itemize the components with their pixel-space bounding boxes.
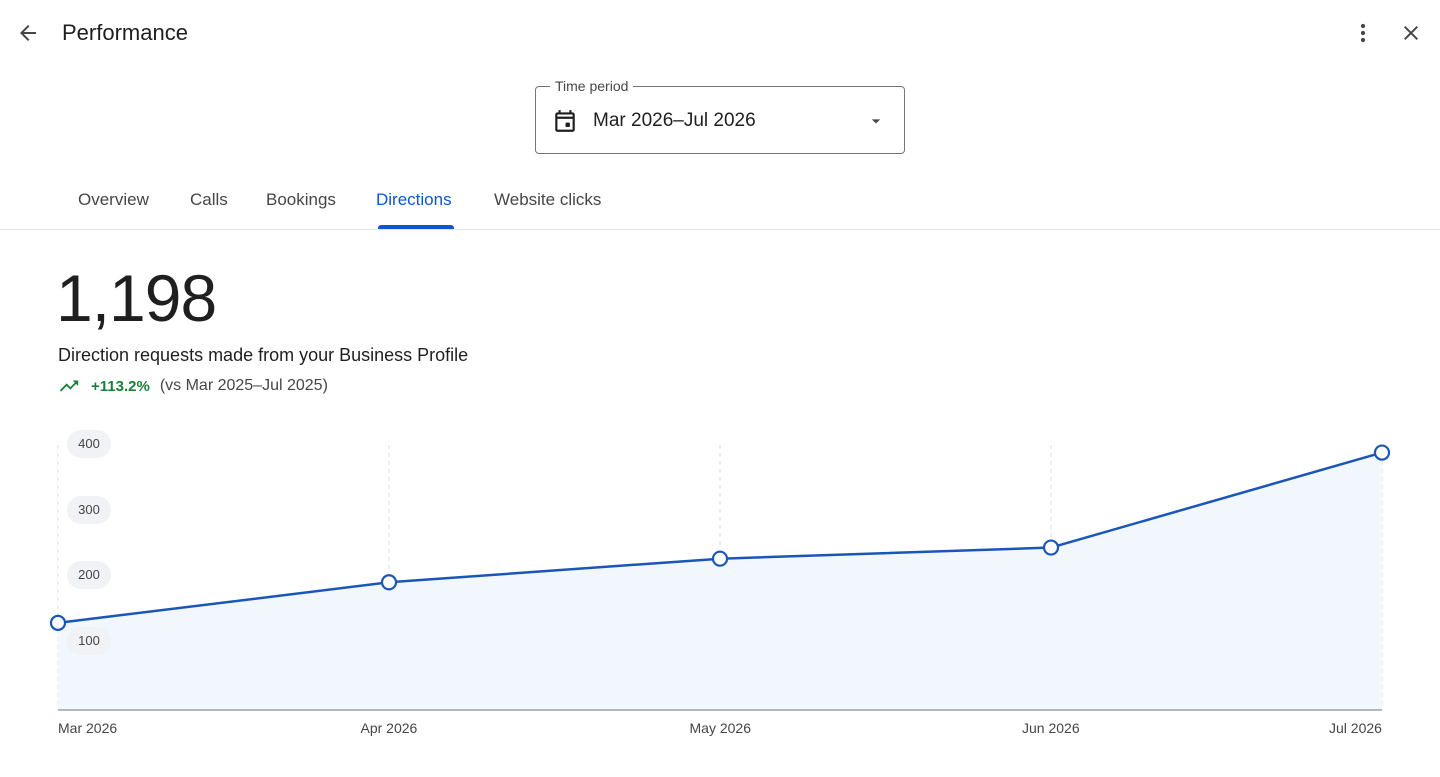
data-point-apr-2026 xyxy=(380,574,398,591)
metric-total: 1,198 xyxy=(56,261,217,335)
arrow-drop-down-icon xyxy=(871,119,881,124)
trend-row: +113.2% (vs Mar 2025–Jul 2025) xyxy=(58,375,328,397)
y-tick-label: 100 xyxy=(67,626,111,655)
directions-chart: 100 200 300 400 Mar 2026 Apr 2026 May 2026 Jun … xyxy=(0,425,1440,777)
tab-overview[interactable]: Overview xyxy=(78,190,149,209)
data-point-mar-2026 xyxy=(49,614,67,631)
chart-canvas xyxy=(49,444,1391,711)
page-title: Performance xyxy=(62,20,188,45)
tab-calls[interactable]: Calls xyxy=(190,190,228,209)
tab-website-clicks[interactable]: Website clicks xyxy=(494,190,602,209)
dialog-header: Performance xyxy=(0,0,1440,66)
time-period-select[interactable]: Time period Mar 2026–Jul 2026 xyxy=(535,78,905,154)
tab-bookings[interactable]: Bookings xyxy=(266,190,336,209)
trend-comparison: (vs Mar 2025–Jul 2025) xyxy=(159,377,328,394)
time-period-label: Time period xyxy=(550,78,634,94)
x-tick-label: Apr 2026 xyxy=(360,720,418,736)
time-period-value: Mar 2026–Jul 2026 xyxy=(593,110,756,131)
x-tick-label: Jul 2026 xyxy=(1329,720,1382,736)
data-point-jun-2026 xyxy=(1042,539,1060,556)
tab-directions[interactable]: Directions xyxy=(376,190,452,209)
y-tick-label: 300 xyxy=(67,495,111,524)
y-tick-label: 200 xyxy=(67,561,111,589)
more-options-button[interactable] xyxy=(1343,13,1383,53)
close-button[interactable] xyxy=(1391,13,1431,53)
more-vert-icon xyxy=(1360,23,1366,43)
calendar-icon xyxy=(555,110,575,132)
active-tab-indicator xyxy=(378,225,454,229)
metric-description: Direction requests made from your Busine… xyxy=(58,345,469,365)
x-tick-label: May 2026 xyxy=(689,720,751,736)
data-point-jul-2026 xyxy=(1373,444,1391,461)
x-tick-label: Mar 2026 xyxy=(58,720,118,736)
trending-up-icon xyxy=(59,380,79,392)
back-button[interactable] xyxy=(8,13,48,53)
y-tick-label: 400 xyxy=(67,430,111,458)
close-icon xyxy=(1404,26,1418,40)
series-area xyxy=(58,452,1382,710)
trend-percent: +113.2% xyxy=(91,377,150,395)
tab-bar: Overview Calls Bookings Directions Websi… xyxy=(0,170,1440,230)
data-point-may-2026 xyxy=(711,550,729,567)
arrow-back-icon xyxy=(20,25,36,41)
x-tick-label: Jun 2026 xyxy=(1022,720,1080,736)
